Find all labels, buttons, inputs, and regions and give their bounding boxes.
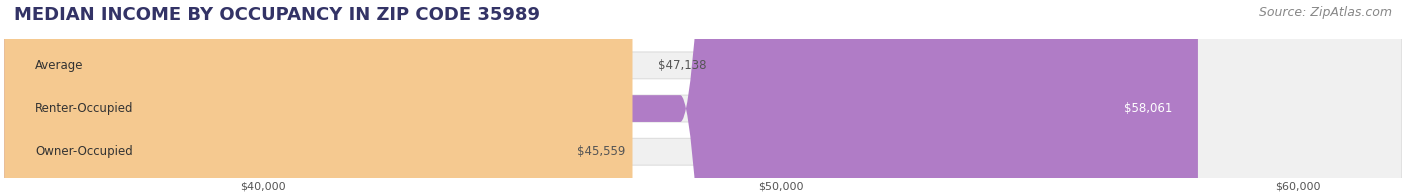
FancyBboxPatch shape [4, 0, 1402, 196]
Text: $58,061: $58,061 [1123, 102, 1173, 115]
Text: $45,559: $45,559 [576, 145, 626, 158]
FancyBboxPatch shape [4, 0, 551, 196]
FancyBboxPatch shape [4, 0, 633, 196]
Text: Renter-Occupied: Renter-Occupied [35, 102, 134, 115]
Text: $47,138: $47,138 [658, 59, 707, 72]
FancyBboxPatch shape [4, 0, 1402, 196]
Text: Source: ZipAtlas.com: Source: ZipAtlas.com [1258, 6, 1392, 19]
FancyBboxPatch shape [4, 0, 1402, 196]
FancyBboxPatch shape [4, 0, 1198, 196]
Text: MEDIAN INCOME BY OCCUPANCY IN ZIP CODE 35989: MEDIAN INCOME BY OCCUPANCY IN ZIP CODE 3… [14, 6, 540, 24]
Text: Owner-Occupied: Owner-Occupied [35, 145, 134, 158]
Text: Average: Average [35, 59, 84, 72]
